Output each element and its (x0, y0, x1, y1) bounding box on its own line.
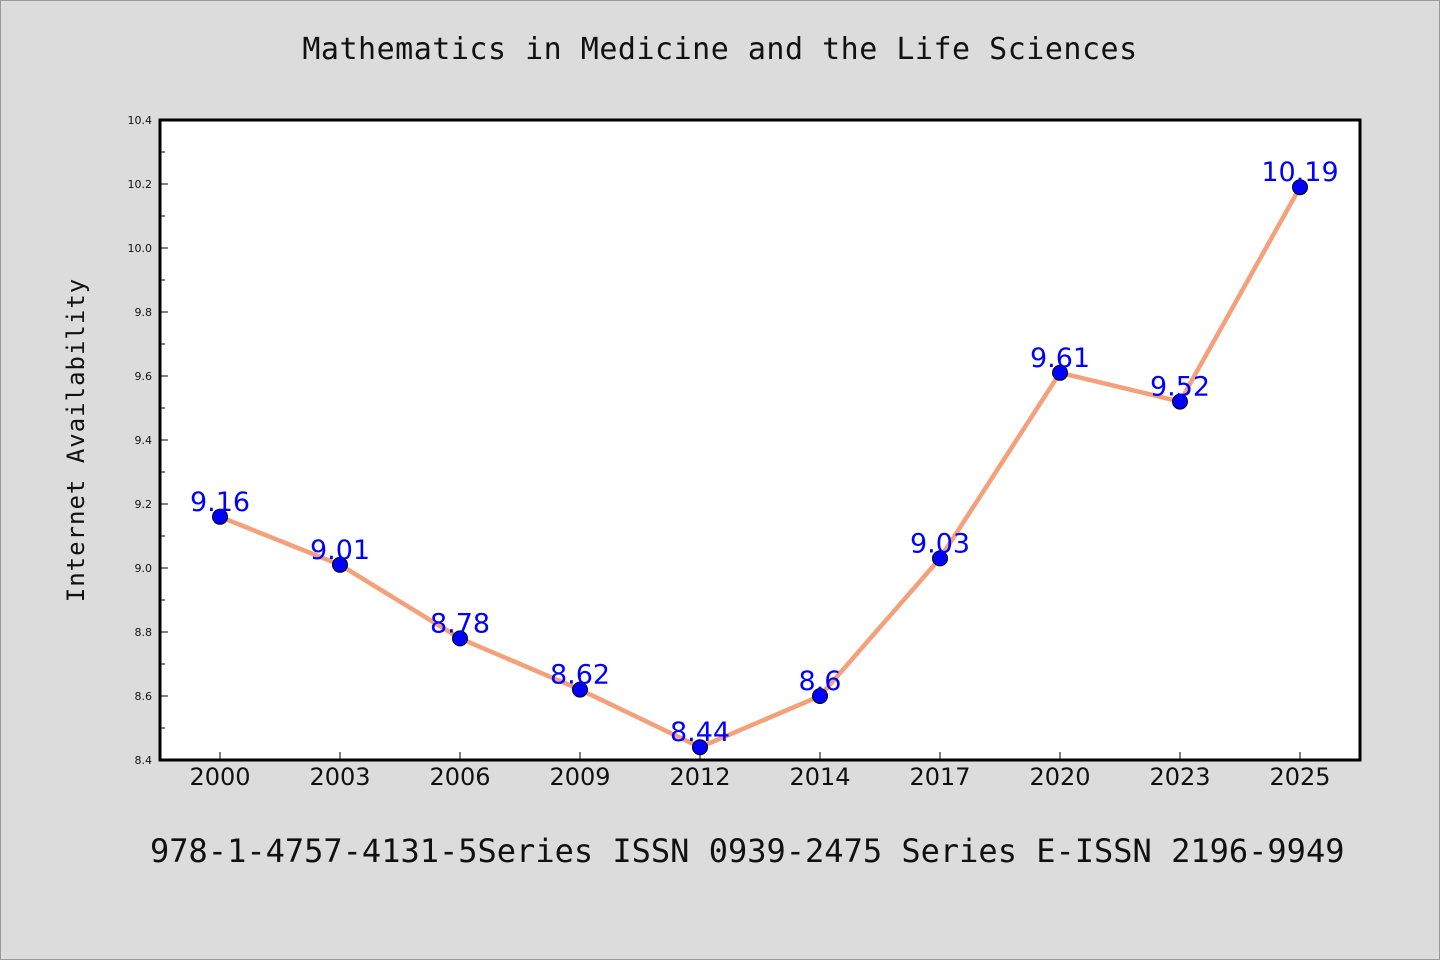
data-point (1052, 364, 1068, 381)
data-point (932, 550, 948, 567)
y-tick-label: 10.0 (128, 242, 153, 255)
data-point (692, 739, 708, 756)
y-axis: 8.4 8.6 8.8 9.0 9.2 9.4 9.6 9.8 10.0 10.2 10.4 (128, 114, 168, 767)
x-tick-label: 2000 (189, 763, 250, 791)
y-tick-label: 10.4 (128, 114, 153, 127)
series-line (219, 186, 1302, 750)
y-axis-label: Internet Availability (62, 278, 90, 602)
x-tick-label: 2020 (1029, 763, 1090, 791)
data-label: 8.6 (799, 666, 842, 697)
y-tick-label: 8.6 (135, 690, 153, 703)
x-tick-label: 2009 (549, 763, 610, 791)
data-point (812, 688, 828, 704)
data-label: 9.52 (1150, 372, 1210, 403)
y-tick-label: 8.4 (135, 754, 153, 767)
data-label: 8.62 (550, 660, 610, 691)
x-tick-label: 2017 (909, 763, 970, 791)
y-tick-label: 9.6 (135, 370, 153, 383)
data-point (452, 630, 468, 647)
plot-area (160, 120, 1360, 760)
data-label: 9.03 (910, 528, 970, 559)
data-label: 8.44 (670, 717, 730, 748)
data-label: 9.01 (310, 535, 370, 566)
y-tick-label: 9.8 (135, 306, 153, 319)
x-tick-label: 2006 (429, 763, 490, 791)
plot-border (158, 118, 1362, 762)
data-label: 9.16 (190, 487, 250, 518)
x-tick-label: 2012 (669, 763, 730, 791)
series-markers (212, 179, 1308, 756)
isbn-issn-footer: 978-1-4757-4131-5Series ISSN 0939-2475 S… (150, 832, 1345, 870)
x-tick-label: 2023 (1149, 763, 1210, 791)
y-tick-label: 8.8 (135, 626, 153, 639)
x-tick-label: 2025 (1269, 763, 1330, 791)
data-point (1172, 393, 1188, 410)
data-label: 10.19 (1261, 157, 1338, 188)
x-tick-label: 2014 (789, 763, 850, 791)
data-labels: 9.16 9.01 8.78 8.62 8.44 8.6 9.03 9.61 9.52 10.19 (190, 157, 1339, 748)
y-tick-label: 10.2 (128, 178, 153, 191)
x-tick-label: 2003 (309, 763, 370, 791)
data-label: 8.78 (430, 608, 490, 639)
x-axis: 2000 2003 2006 2009 2012 2014 2017 2020 2023 2025 (189, 752, 1331, 791)
data-point (332, 556, 348, 573)
data-point (572, 681, 588, 698)
chart-title: Mathematics in Medicine and the Life Sci… (302, 32, 1138, 67)
data-label: 9.61 (1030, 343, 1090, 374)
data-point (1292, 179, 1308, 196)
y-tick-label: 9.4 (135, 434, 153, 447)
y-tick-label: 9.2 (135, 498, 153, 511)
data-point (212, 508, 228, 525)
y-tick-label: 9.0 (135, 562, 153, 575)
series-line-path (219, 186, 1302, 750)
